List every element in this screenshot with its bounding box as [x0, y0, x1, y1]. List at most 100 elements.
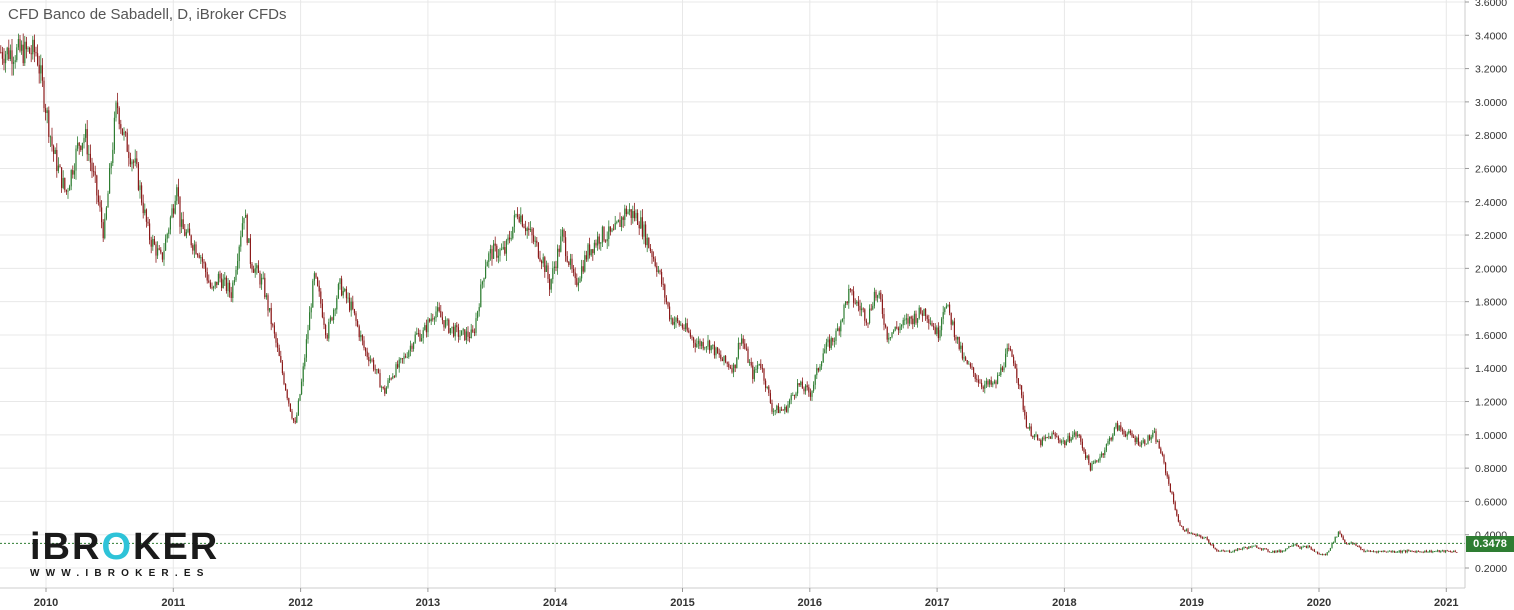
candle-body	[1008, 347, 1010, 349]
candle-body	[349, 297, 351, 311]
candle-body	[341, 278, 343, 296]
candle-body	[1449, 551, 1451, 552]
candle-body	[331, 317, 333, 320]
candle-body	[1061, 441, 1063, 443]
candle-body	[344, 288, 346, 291]
candle-body	[1264, 548, 1266, 550]
candle-body	[1099, 456, 1101, 461]
candle-body	[14, 60, 16, 63]
candle-body	[1297, 545, 1299, 547]
candle-body	[795, 393, 797, 396]
candle-body	[1059, 440, 1061, 443]
candle-body	[134, 158, 136, 163]
candle-body	[368, 356, 370, 362]
candle-body	[1288, 546, 1290, 549]
candle-body	[1312, 549, 1314, 551]
candle-body	[998, 375, 1000, 376]
candle-body	[222, 279, 224, 289]
logo-o-letter: O	[101, 526, 134, 568]
candle-body	[245, 214, 247, 218]
candle-body	[182, 219, 184, 230]
candle-body	[944, 308, 946, 313]
candle-body	[1366, 550, 1368, 552]
candle-body	[739, 342, 741, 344]
candle-body	[166, 234, 168, 239]
candle-body	[673, 321, 675, 325]
candle-body	[272, 324, 274, 326]
candle-body	[398, 359, 400, 368]
candle-body	[467, 331, 469, 337]
candle-body	[480, 284, 482, 308]
candle-body	[717, 347, 719, 354]
candle-body	[1219, 551, 1221, 552]
candle-body	[227, 282, 229, 291]
candle-body	[461, 330, 463, 336]
candle-body	[1377, 551, 1379, 553]
candle-body	[277, 342, 279, 348]
candle-body	[1102, 453, 1104, 456]
candle-body	[88, 153, 90, 155]
candle-body	[614, 222, 616, 230]
candle-body	[1107, 441, 1109, 445]
x-tick-label: 2021	[1434, 597, 1458, 609]
y-tick-label: 3.4000	[1475, 30, 1507, 42]
candle-body	[829, 339, 831, 349]
candle-body	[406, 356, 408, 358]
candle-body	[1369, 550, 1371, 552]
candle-body	[1166, 472, 1168, 477]
candle-body	[537, 242, 539, 258]
candle-body	[648, 237, 650, 249]
candle-body	[133, 161, 135, 163]
candle-body	[1105, 444, 1107, 451]
candle-body	[1437, 550, 1439, 552]
candle-body	[48, 110, 50, 137]
candle-body	[678, 320, 680, 326]
candle-body	[504, 247, 506, 254]
candle-body	[1169, 483, 1171, 493]
candle-body	[358, 326, 360, 338]
candle-body	[520, 215, 522, 222]
candle-body	[934, 327, 936, 334]
candle-body	[985, 380, 987, 385]
candle-body	[29, 47, 31, 54]
candle-body	[1321, 554, 1323, 556]
candle-body	[1254, 545, 1256, 547]
candle-body	[901, 324, 903, 327]
candle-body	[776, 405, 778, 411]
candle-body	[101, 207, 103, 223]
candle-body	[733, 364, 735, 373]
candle-body	[830, 337, 832, 349]
candle-body	[309, 312, 311, 331]
x-tick-label: 2016	[798, 597, 822, 609]
candle-body	[1033, 435, 1035, 438]
candle-body	[401, 358, 403, 360]
candle-body	[1168, 476, 1170, 484]
candle-body	[1230, 552, 1232, 554]
candle-body	[8, 47, 10, 59]
candle-body	[360, 335, 362, 338]
candle-body	[1253, 545, 1255, 547]
candle-body	[1046, 437, 1048, 438]
candle-body	[542, 257, 544, 264]
candle-body	[755, 369, 757, 370]
candle-body	[57, 165, 59, 172]
candle-body	[75, 148, 77, 171]
candle-body	[342, 290, 344, 296]
candle-body	[198, 255, 200, 258]
y-tick-label: 2.0000	[1475, 263, 1507, 275]
candle-body	[43, 80, 45, 109]
candle-body	[1129, 430, 1131, 434]
candle-body	[1070, 438, 1072, 442]
candle-body	[917, 318, 919, 323]
candle-body	[16, 47, 18, 61]
candle-body	[1336, 536, 1338, 538]
candle-body	[381, 386, 383, 388]
candle-body	[821, 362, 823, 367]
candle-body	[833, 340, 835, 342]
candle-body	[1401, 551, 1403, 553]
candle-body	[886, 326, 888, 340]
candle-body	[1144, 440, 1146, 445]
candle-body	[1113, 427, 1115, 435]
candle-body	[643, 224, 645, 237]
candle-body	[853, 291, 855, 303]
